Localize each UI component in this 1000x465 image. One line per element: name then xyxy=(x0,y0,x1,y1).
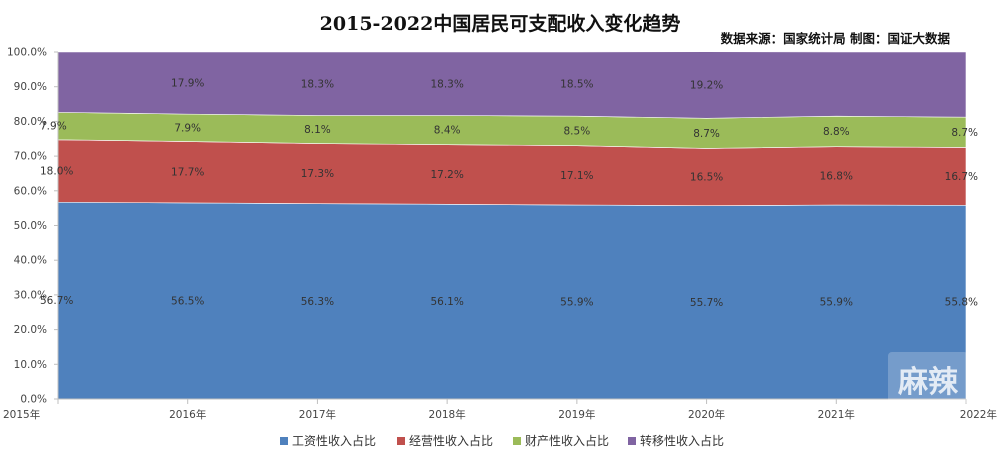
data-label-s3: 8.5% xyxy=(564,125,591,137)
x-tick-label: 2015年 xyxy=(3,408,40,421)
y-tick-label: 10.0% xyxy=(14,359,47,371)
data-label-s4: 17.9% xyxy=(171,78,204,90)
y-tick-label: 40.0% xyxy=(14,255,47,267)
data-label-s1: 55.9% xyxy=(820,297,853,309)
y-tick-label: 100.0% xyxy=(7,47,47,59)
data-label-s2: 18.0% xyxy=(40,166,73,178)
data-label-s3: 8.1% xyxy=(304,124,331,136)
data-label-s4: 18.3% xyxy=(301,78,334,90)
data-label-s3: 7.9% xyxy=(40,121,67,133)
data-label-s3: 8.7% xyxy=(951,127,978,139)
data-label-s4: 19.2% xyxy=(690,79,723,91)
watermark-logo: 麻辣 xyxy=(888,352,968,404)
area-series-4 xyxy=(57,51,967,119)
data-label-s1: 56.7% xyxy=(40,295,73,307)
x-tick-label: 2020年 xyxy=(688,408,725,421)
y-tick-label: 80.0% xyxy=(14,116,47,128)
data-label-s3: 8.8% xyxy=(823,126,850,138)
y-tick-label: 0.0% xyxy=(20,394,47,406)
legend-swatch-2 xyxy=(397,437,405,445)
x-tick-label: 2021年 xyxy=(818,408,855,421)
data-label-s2: 17.3% xyxy=(301,168,334,180)
legend: 工资性收入占比 经营性收入占比 财产性收入占比 转移性收入占比 xyxy=(280,433,724,448)
data-label-s3: 8.4% xyxy=(434,125,461,137)
area-layers xyxy=(57,51,967,400)
legend-swatch-1 xyxy=(280,437,288,445)
watermark-badge xyxy=(888,352,968,404)
y-tick-label: 60.0% xyxy=(14,185,47,197)
x-tick-label: 2016年 xyxy=(169,408,206,421)
data-label-s1: 56.5% xyxy=(171,295,204,307)
data-label-s2: 16.5% xyxy=(690,172,723,184)
data-label-s3: 7.9% xyxy=(174,122,201,134)
legend-entry-1: 工资性收入占比 xyxy=(292,433,376,448)
data-label-s2: 17.1% xyxy=(560,170,593,182)
data-label-s1: 55.7% xyxy=(690,297,723,309)
data-label-s1: 56.3% xyxy=(301,296,334,308)
y-tick-label: 30.0% xyxy=(14,289,47,301)
data-label-s2: 16.8% xyxy=(820,170,853,182)
data-label-s1: 55.9% xyxy=(560,297,593,309)
y-tick-label: 50.0% xyxy=(14,220,47,232)
legend-entry-4: 转移性收入占比 xyxy=(640,433,724,448)
chart-title: 2015-2022中国居民可支配收入变化趋势 xyxy=(320,12,681,35)
x-axis: 2015年 2016年 2017年 2018年 2019年 2020年 2021年 2022年 xyxy=(3,398,997,421)
y-axis: 0.0% 10.0% 20.0% 30.0% 40.0% 50.0% 60.0% 70.0% 8… xyxy=(7,47,59,406)
data-label-s4: 18.5% xyxy=(560,79,593,91)
source-note: 数据来源：国家统计局 制图：国证大数据 xyxy=(720,31,951,46)
data-label-s1: 56.1% xyxy=(430,296,463,308)
x-tick-label: 2017年 xyxy=(299,408,336,421)
data-labels: 56.7% 56.5% 56.3% 56.1% 55.9% 55.7% 55.9% 55.8%… xyxy=(40,78,978,309)
legend-swatch-4 xyxy=(628,437,636,445)
data-label-s1: 55.8% xyxy=(945,297,978,309)
legend-entry-3: 财产性收入占比 xyxy=(525,433,609,448)
data-label-s4: 18.3% xyxy=(430,78,463,90)
x-tick-label: 2022年 xyxy=(960,408,997,421)
legend-swatch-3 xyxy=(513,437,521,445)
x-tick-label: 2019年 xyxy=(558,408,595,421)
data-label-s2: 16.7% xyxy=(945,171,978,183)
y-tick-label: 20.0% xyxy=(14,324,47,336)
legend-entry-2: 经营性收入占比 xyxy=(409,433,493,448)
watermark-text: 麻辣 xyxy=(898,365,959,400)
y-tick-label: 70.0% xyxy=(14,151,47,163)
data-label-s3: 8.7% xyxy=(693,128,720,140)
data-label-s2: 17.2% xyxy=(430,169,463,181)
x-tick-label: 2018年 xyxy=(429,408,466,421)
y-tick-label: 90.0% xyxy=(14,81,47,93)
data-label-s2: 17.7% xyxy=(171,167,204,179)
